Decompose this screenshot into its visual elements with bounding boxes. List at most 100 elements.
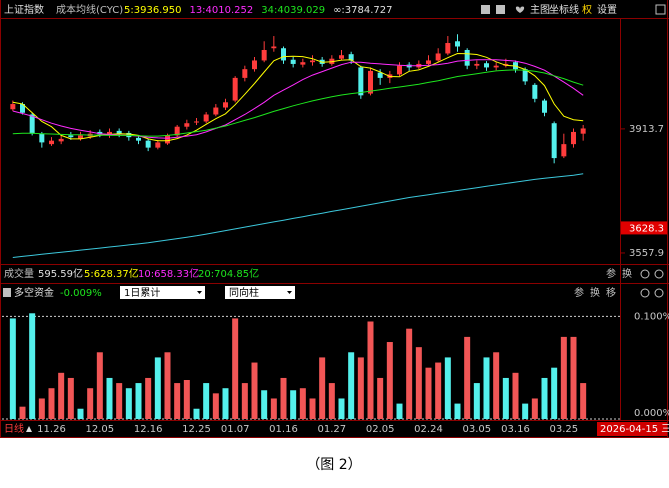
bar (9, 318, 16, 419)
candle-body (300, 62, 306, 65)
dropdown-arrow (287, 291, 292, 294)
x-tick-label: 12.16 (134, 424, 163, 435)
zoom-icon[interactable] (640, 288, 650, 298)
bar (58, 372, 65, 419)
help-icon[interactable] (3, 288, 11, 297)
candle-body (155, 142, 161, 148)
bar (154, 357, 161, 419)
candle-body (358, 67, 364, 96)
bar (87, 388, 94, 419)
bar (473, 383, 480, 419)
candle-body (464, 49, 470, 66)
period-label[interactable]: 日线 (4, 422, 24, 435)
ma-line (12, 173, 584, 258)
zoom-icon[interactable] (654, 288, 664, 298)
legend-entry: 5:3936.950 (124, 5, 181, 16)
candle-body (339, 55, 344, 59)
bar (580, 383, 587, 419)
candle-body (435, 53, 441, 61)
candle-body (78, 135, 83, 139)
x-tick-label: 12.25 (182, 424, 211, 435)
bar (309, 398, 316, 419)
candle-body (184, 123, 190, 127)
bar (560, 336, 567, 419)
tool-button[interactable]: 设置 (597, 4, 617, 16)
y-tick-label: 3557.9 (629, 248, 664, 259)
zoom-out-icon[interactable] (496, 5, 505, 14)
zoom-icon[interactable] (640, 269, 650, 279)
candle-body (484, 63, 489, 68)
panel-title: 多空资金 (14, 286, 54, 299)
candle-body (107, 131, 112, 136)
bar (454, 403, 461, 419)
bar (251, 362, 258, 419)
ma-line (12, 59, 584, 139)
price-marker-label: 3628.3 (629, 223, 664, 234)
bar (531, 398, 538, 419)
tool-button[interactable]: 权 (582, 3, 592, 16)
candle-body (542, 100, 547, 113)
bar (357, 357, 364, 419)
bar (77, 408, 84, 419)
bar (444, 357, 451, 419)
candle-body (213, 107, 219, 115)
x-tick-label: 12.05 (86, 424, 115, 435)
bar (174, 383, 181, 419)
bar (290, 390, 297, 419)
close-icon[interactable] (655, 4, 666, 15)
tool-button[interactable]: 主图 (530, 4, 550, 16)
bar (348, 352, 355, 419)
dropdown-text[interactable]: 1日累计 (124, 286, 160, 299)
caption: （图 2） (306, 457, 361, 473)
favorite-icon[interactable] (515, 6, 525, 13)
volume-average: 10:658.33亿 (138, 267, 199, 280)
candle-body (348, 54, 354, 61)
chart-background (0, 0, 669, 438)
panel-value: -0.009% (60, 288, 102, 299)
dropdown-text[interactable]: 同向柱 (229, 286, 259, 299)
dropdown[interactable] (225, 286, 295, 299)
tool-button[interactable]: 换 (622, 267, 632, 280)
x-tick-label: 03.16 (501, 424, 530, 435)
volume-total: 595.59亿 (38, 267, 83, 280)
bar (483, 357, 490, 419)
candle-body (561, 144, 567, 157)
zoom-in-icon[interactable] (481, 5, 490, 14)
x-tick-label: 03.25 (550, 424, 579, 435)
x-tick-label: 01.16 (269, 424, 298, 435)
ma-line (12, 69, 584, 137)
bar (541, 377, 548, 419)
period-arrow (26, 426, 32, 432)
candle-body (310, 60, 315, 63)
bar (328, 383, 335, 419)
candle-body (39, 133, 45, 143)
tool-button[interactable]: 坐标线 (549, 3, 579, 16)
bar (522, 403, 529, 419)
x-tick-label: 03.05 (463, 424, 492, 435)
header-icons (481, 4, 666, 15)
bar (193, 408, 200, 419)
candle-body (271, 46, 277, 49)
tool-button[interactable]: 换 (590, 286, 600, 299)
chart-subtitle: 成本均线(CYC) (56, 3, 123, 16)
bar (502, 377, 509, 419)
bar (164, 352, 171, 419)
x-tick-label: 11.26 (37, 424, 66, 435)
candle-body (551, 123, 557, 159)
candle-body (68, 135, 74, 138)
tool-button[interactable]: 参 (574, 286, 584, 299)
bar (425, 367, 432, 419)
zoom-icon[interactable] (654, 269, 664, 279)
candle-body (493, 65, 499, 68)
dropdown[interactable] (120, 286, 205, 299)
y-tick-label: 0.100% (634, 311, 669, 322)
tool-button[interactable]: 移 (606, 286, 616, 299)
bar (464, 336, 471, 419)
candle-body (165, 135, 170, 144)
bar (145, 377, 152, 419)
tool-button[interactable]: 参 (606, 267, 616, 280)
bar (319, 357, 326, 419)
bar (135, 383, 142, 419)
x-tick-label: 02.24 (414, 424, 443, 435)
